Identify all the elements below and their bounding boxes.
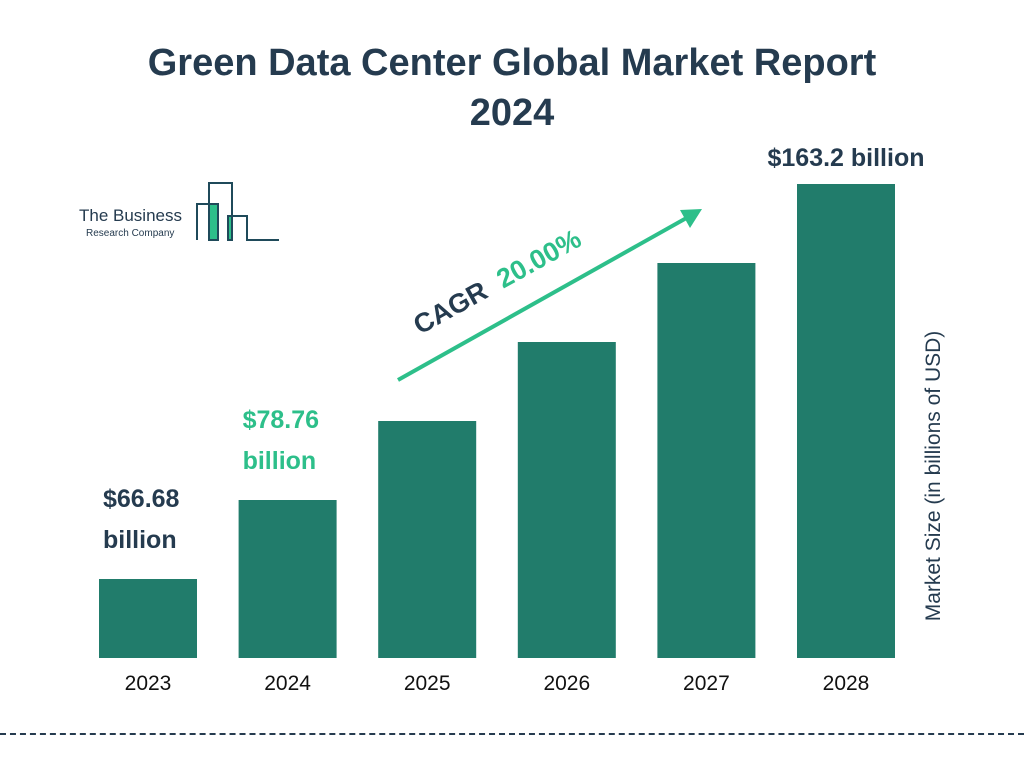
svg-text:The Business: The Business bbox=[79, 206, 182, 225]
data-label: $163.2 billion bbox=[767, 144, 924, 172]
bar-2023 bbox=[99, 579, 197, 658]
data-label: $78.76 bbox=[243, 406, 319, 434]
bar-2025 bbox=[378, 421, 477, 658]
data-label: billion bbox=[243, 447, 317, 475]
bar-2028 bbox=[797, 184, 895, 658]
data-label: billion bbox=[103, 526, 177, 554]
x-tick-label: 2028 bbox=[823, 672, 870, 695]
bar-2026 bbox=[517, 342, 616, 658]
divider bbox=[0, 733, 1024, 735]
y-axis-label: Market Size (in billions of USD) bbox=[922, 331, 945, 622]
x-tick-label: 2024 bbox=[264, 672, 311, 695]
svg-text:Research Company: Research Company bbox=[86, 228, 174, 239]
arrow-head-icon bbox=[680, 209, 702, 228]
x-tick-label: 2027 bbox=[683, 672, 730, 695]
bar-2024 bbox=[238, 500, 337, 658]
x-tick-label: 2025 bbox=[404, 672, 451, 695]
cagr-label: CAGR bbox=[408, 275, 492, 340]
logo: The Business Research Company bbox=[79, 182, 279, 241]
chart-title: Green Data Center Global Market Report 2… bbox=[147, 42, 877, 134]
x-tick-label: 2026 bbox=[543, 672, 590, 695]
x-tick-label: 2023 bbox=[125, 672, 172, 695]
data-label: $66.68 bbox=[103, 485, 180, 513]
bar-2027 bbox=[657, 263, 756, 658]
